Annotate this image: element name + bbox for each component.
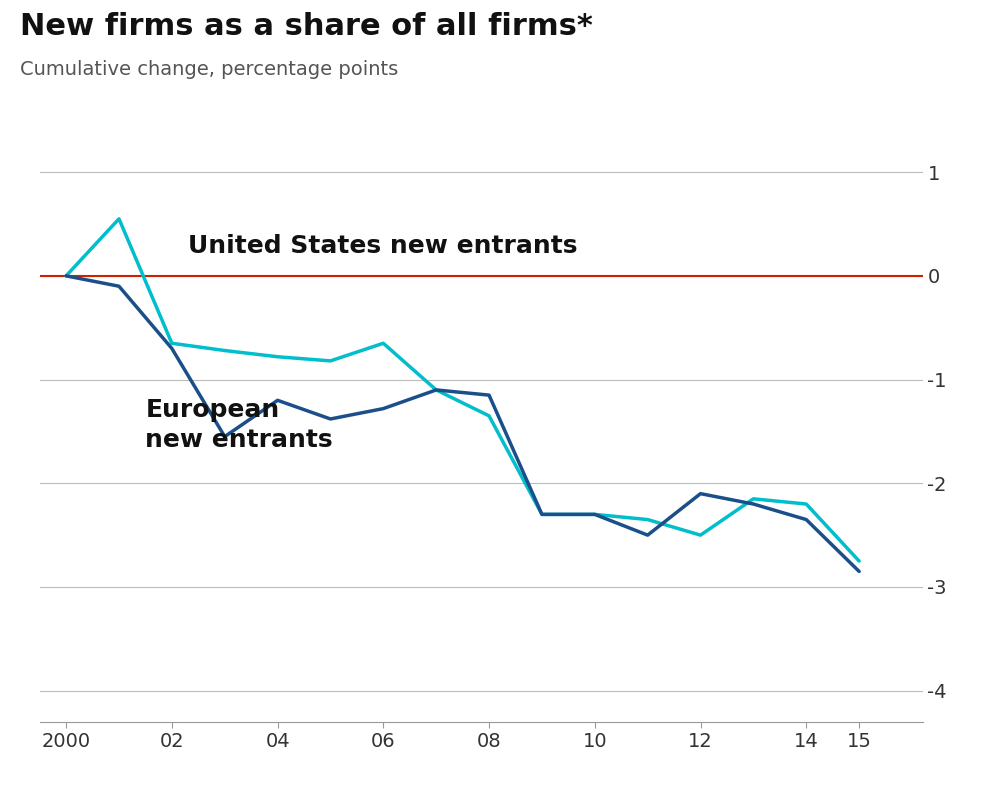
Text: European
new entrants: European new entrants — [146, 399, 333, 452]
Text: United States new entrants: United States new entrants — [187, 234, 577, 258]
Text: New firms as a share of all firms*: New firms as a share of all firms* — [20, 12, 592, 41]
Text: Cumulative change, percentage points: Cumulative change, percentage points — [20, 60, 398, 79]
